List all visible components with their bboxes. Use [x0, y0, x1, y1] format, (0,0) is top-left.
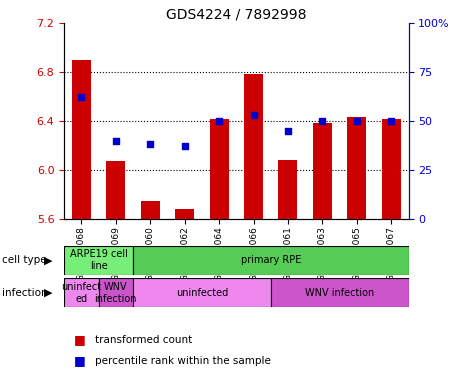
Point [388, 118, 395, 124]
Bar [244, 74, 263, 219]
Text: ARPE19 cell
line: ARPE19 cell line [70, 249, 127, 271]
Text: ▶: ▶ [44, 255, 52, 265]
Bar [382, 119, 401, 219]
Point [146, 141, 154, 147]
Bar [133, 246, 408, 275]
Bar [209, 119, 228, 219]
Bar [133, 278, 271, 307]
Bar [278, 160, 297, 219]
Text: cell type: cell type [2, 255, 47, 265]
Point [284, 127, 292, 134]
Bar [99, 278, 133, 307]
Text: transformed count: transformed count [95, 335, 192, 345]
Bar [175, 209, 194, 219]
Point [77, 94, 85, 101]
Bar [64, 278, 99, 307]
Text: ■: ■ [74, 333, 86, 346]
Bar [271, 278, 408, 307]
Text: percentile rank within the sample: percentile rank within the sample [95, 356, 271, 366]
Text: uninfect
ed: uninfect ed [61, 282, 101, 304]
Point [250, 112, 257, 118]
Text: ■: ■ [74, 354, 86, 367]
Title: GDS4224 / 7892998: GDS4224 / 7892998 [166, 8, 306, 22]
Bar [106, 161, 125, 219]
Bar [64, 246, 133, 275]
Text: uninfected: uninfected [176, 288, 228, 298]
Text: WNV infection: WNV infection [305, 288, 374, 298]
Bar [313, 123, 332, 219]
Point [215, 118, 223, 124]
Text: primary RPE: primary RPE [240, 255, 301, 265]
Bar [72, 60, 91, 219]
Bar [347, 117, 366, 219]
Point [353, 118, 361, 124]
Point [112, 137, 120, 144]
Point [319, 118, 326, 124]
Bar [141, 200, 160, 219]
Point [181, 143, 189, 149]
Text: ▶: ▶ [44, 288, 52, 298]
Text: WNV
infection: WNV infection [95, 282, 137, 304]
Text: infection: infection [2, 288, 48, 298]
